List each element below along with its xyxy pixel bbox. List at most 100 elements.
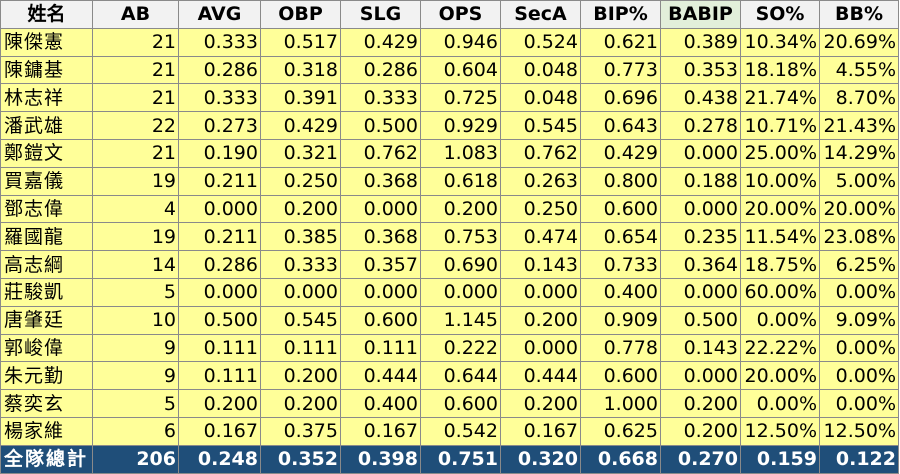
stat-cell: 0.00%	[819, 333, 899, 363]
stat-cell: 21.43%	[819, 111, 899, 140]
stat-cell: 0.444	[500, 361, 581, 391]
stat-cell: 0.696	[580, 83, 661, 113]
stat-cell: 0.545	[260, 305, 341, 335]
stat-cell: 12.50%	[740, 416, 820, 446]
stat-cell: 21	[92, 138, 179, 168]
column-header-ab: AB	[92, 0, 179, 29]
total-cell: 0.668	[580, 444, 661, 474]
stat-cell: 0.143	[660, 333, 741, 363]
stat-cell: 0.111	[178, 361, 261, 391]
total-cell: 0.270	[660, 444, 741, 474]
stat-cell: 0.429	[340, 27, 421, 57]
column-header-ops: OPS	[420, 0, 501, 29]
table-row: 高志綱 14 0.286 0.333 0.357 0.690 0.143 0.733 0.364…	[0, 250, 899, 279]
stat-cell: 0.333	[178, 83, 261, 113]
stat-cell: 0.200	[420, 194, 501, 224]
total-cell: 0.159	[740, 444, 820, 474]
stat-cell: 0.000	[178, 277, 261, 307]
column-header-name: 姓名	[0, 0, 93, 29]
stat-cell: 0.200	[260, 194, 341, 224]
stat-cell: 0.600	[420, 389, 501, 418]
stat-cell: 0.000	[660, 277, 741, 307]
stat-cell: 19	[92, 222, 179, 252]
stat-cell: 0.429	[260, 111, 341, 140]
stat-cell: 0.333	[260, 250, 341, 279]
stat-cell: 20.00%	[740, 194, 820, 224]
stat-cell: 19	[92, 166, 179, 196]
stat-cell: 21.74%	[740, 83, 820, 113]
stat-cell: 0.000	[340, 277, 421, 307]
column-header-babip: BABIP	[660, 0, 741, 29]
player-name-cell: 高志綱	[0, 250, 93, 279]
stat-cell: 0.800	[580, 166, 661, 196]
stat-cell: 0.389	[660, 27, 741, 57]
table-row: 陳鏞基 21 0.286 0.318 0.286 0.604 0.048 0.773 0.353…	[0, 55, 899, 85]
player-name-cell: 莊駿凱	[0, 277, 93, 307]
stat-cell: 0.048	[500, 55, 581, 85]
stat-cell: 0.368	[340, 222, 421, 252]
stat-cell: 0.263	[500, 166, 581, 196]
stat-cell: 0.733	[580, 250, 661, 279]
stat-cell: 1.145	[420, 305, 501, 335]
column-header-slg: SLG	[340, 0, 421, 29]
stat-cell: 1.083	[420, 138, 501, 168]
stat-cell: 0.111	[340, 333, 421, 363]
stat-cell: 0.000	[178, 194, 261, 224]
stat-cell: 0.604	[420, 55, 501, 85]
stat-cell: 0.000	[660, 138, 741, 168]
stat-cell: 10.34%	[740, 27, 820, 57]
stat-cell: 0.200	[660, 416, 741, 446]
total-cell: 0.352	[260, 444, 341, 474]
player-name-cell: 潘武雄	[0, 111, 93, 140]
stat-cell: 0.500	[178, 305, 261, 335]
stat-cell: 0.654	[580, 222, 661, 252]
stat-cell: 0.235	[660, 222, 741, 252]
stat-cell: 0.167	[178, 416, 261, 446]
stat-cell: 22.22%	[740, 333, 820, 363]
stat-cell: 0.368	[340, 166, 421, 196]
stat-cell: 0.000	[500, 277, 581, 307]
table-row: 鄧志偉 4 0.000 0.200 0.000 0.200 0.250 0.600 0.000 2…	[0, 194, 899, 224]
stat-cell: 0.318	[260, 55, 341, 85]
table-row: 蔡奕玄 5 0.200 0.200 0.400 0.600 0.200 1.000 0.200 0…	[0, 389, 899, 418]
stat-cell: 22	[92, 111, 179, 140]
stat-cell: 0.517	[260, 27, 341, 57]
total-cell: 206	[92, 444, 179, 474]
stat-cell: 0.000	[660, 361, 741, 391]
table-row: 陳傑憲 21 0.333 0.517 0.429 0.946 0.524 0.621 0.389…	[0, 27, 899, 57]
stat-cell: 0.391	[260, 83, 341, 113]
stat-cell: 0.778	[580, 333, 661, 363]
stat-cell: 14	[92, 250, 179, 279]
stat-cell: 18.18%	[740, 55, 820, 85]
table-row: 楊家維 6 0.167 0.375 0.167 0.542 0.167 0.625 0.200 1…	[0, 416, 899, 446]
stat-cell: 5.00%	[819, 166, 899, 196]
player-name-cell: 蔡奕玄	[0, 389, 93, 418]
stat-cell: 0.385	[260, 222, 341, 252]
stat-cell: 0.000	[660, 194, 741, 224]
stat-cell: 0.048	[500, 83, 581, 113]
total-row: 全隊總計 206 0.248 0.352 0.398 0.751 0.320 0…	[0, 444, 899, 474]
stat-cell: 0.438	[660, 83, 741, 113]
stat-cell: 0.946	[420, 27, 501, 57]
stat-cell: 20.00%	[740, 361, 820, 391]
stat-cell: 9	[92, 333, 179, 363]
stat-cell: 0.773	[580, 55, 661, 85]
stat-cell: 21	[92, 83, 179, 113]
stat-cell: 0.444	[340, 361, 421, 391]
stat-cell: 0.143	[500, 250, 581, 279]
player-name-cell: 鄧志偉	[0, 194, 93, 224]
stat-cell: 0.690	[420, 250, 501, 279]
stat-cell: 0.644	[420, 361, 501, 391]
stat-cell: 0.375	[260, 416, 341, 446]
stat-cell: 0.333	[178, 27, 261, 57]
total-cell: 0.122	[819, 444, 899, 474]
stat-cell: 6.25%	[819, 250, 899, 279]
stat-cell: 0.753	[420, 222, 501, 252]
player-name-cell: 楊家維	[0, 416, 93, 446]
stat-cell: 11.54%	[740, 222, 820, 252]
stat-cell: 0.400	[340, 389, 421, 418]
stat-cell: 0.353	[660, 55, 741, 85]
column-header-seca: SecA	[500, 0, 581, 29]
stat-cell: 0.200	[260, 389, 341, 418]
stat-cell: 21	[92, 55, 179, 85]
